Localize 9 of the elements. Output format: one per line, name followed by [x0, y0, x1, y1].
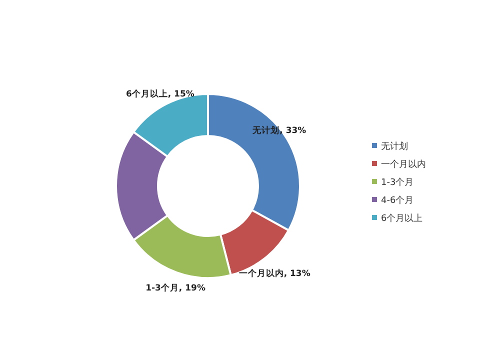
legend-label: 无计划: [381, 141, 408, 152]
data-label: 无计划, 33%: [252, 125, 307, 136]
data-label: 一个月以内, 13%: [238, 268, 311, 279]
legend-label: 一个月以内: [381, 159, 426, 170]
data-label: 6个月以上, 15%: [126, 88, 195, 100]
legend-label: 6个月以上: [381, 213, 423, 224]
data-label: 1-3个月, 19%: [146, 282, 206, 294]
legend-label: 1-3个月: [381, 177, 414, 188]
legend-label: 4-6个月: [381, 195, 414, 206]
